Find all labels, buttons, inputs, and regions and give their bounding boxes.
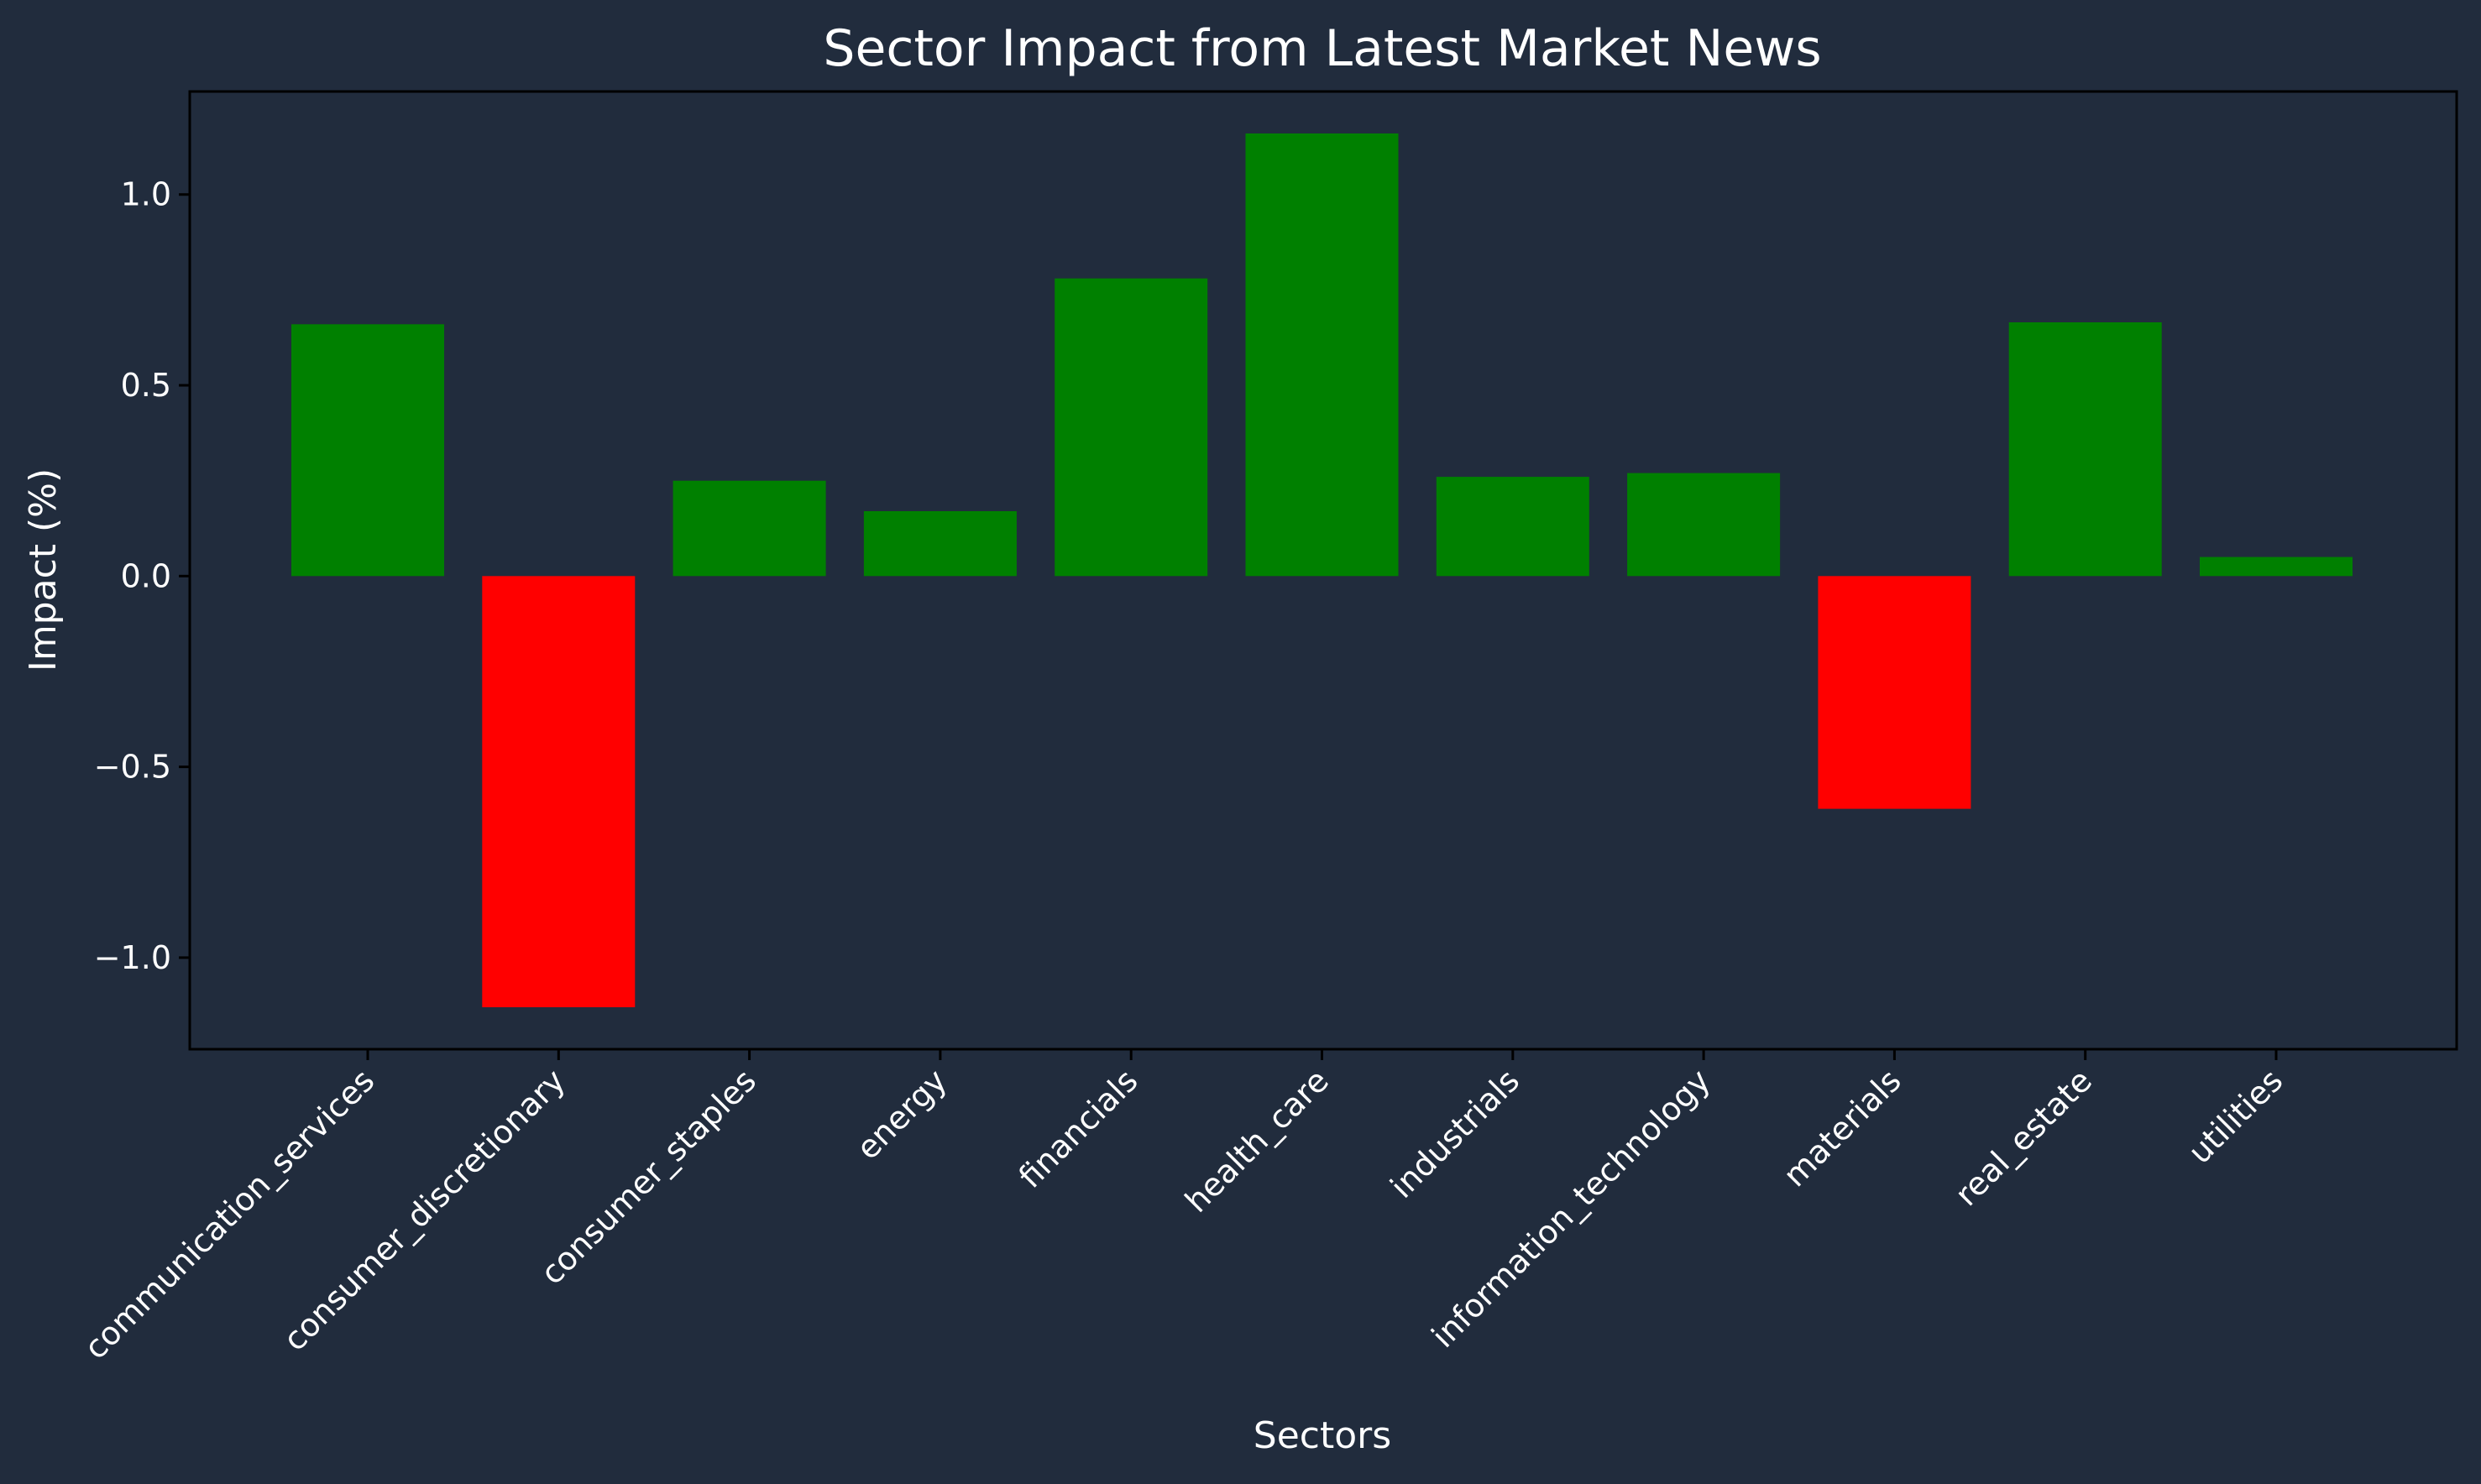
y-tick-label: 0.5 <box>121 367 171 404</box>
bar-financials <box>1055 278 1208 577</box>
bar-consumer-discretionary <box>482 576 636 1007</box>
bars-layer <box>291 133 2353 1007</box>
bar-energy <box>863 511 1017 577</box>
y-tick-label: 1.0 <box>121 176 171 213</box>
bar-health-care <box>1245 133 1399 577</box>
y-tick-label: −1.0 <box>94 939 171 976</box>
bar-real-estate <box>2008 322 2162 577</box>
bar-materials <box>1818 576 1971 809</box>
bar-industrials <box>1436 477 1589 577</box>
bar-utilities <box>2200 556 2353 577</box>
bar-information-technology <box>1627 473 1781 577</box>
x-axis-title: Sectors <box>1254 1414 1391 1457</box>
y-axis: 1.0 0.5 0.0 −0.5 −1.0 <box>94 176 190 976</box>
bar-communication-services <box>291 324 444 577</box>
chart-title: Sector Impact from Latest Market News <box>823 19 1821 78</box>
y-tick-label: −0.5 <box>94 749 171 786</box>
bar-consumer-staples <box>673 480 826 577</box>
y-axis-title: Impact (%) <box>22 468 65 671</box>
y-tick-label: 0.0 <box>121 557 171 594</box>
